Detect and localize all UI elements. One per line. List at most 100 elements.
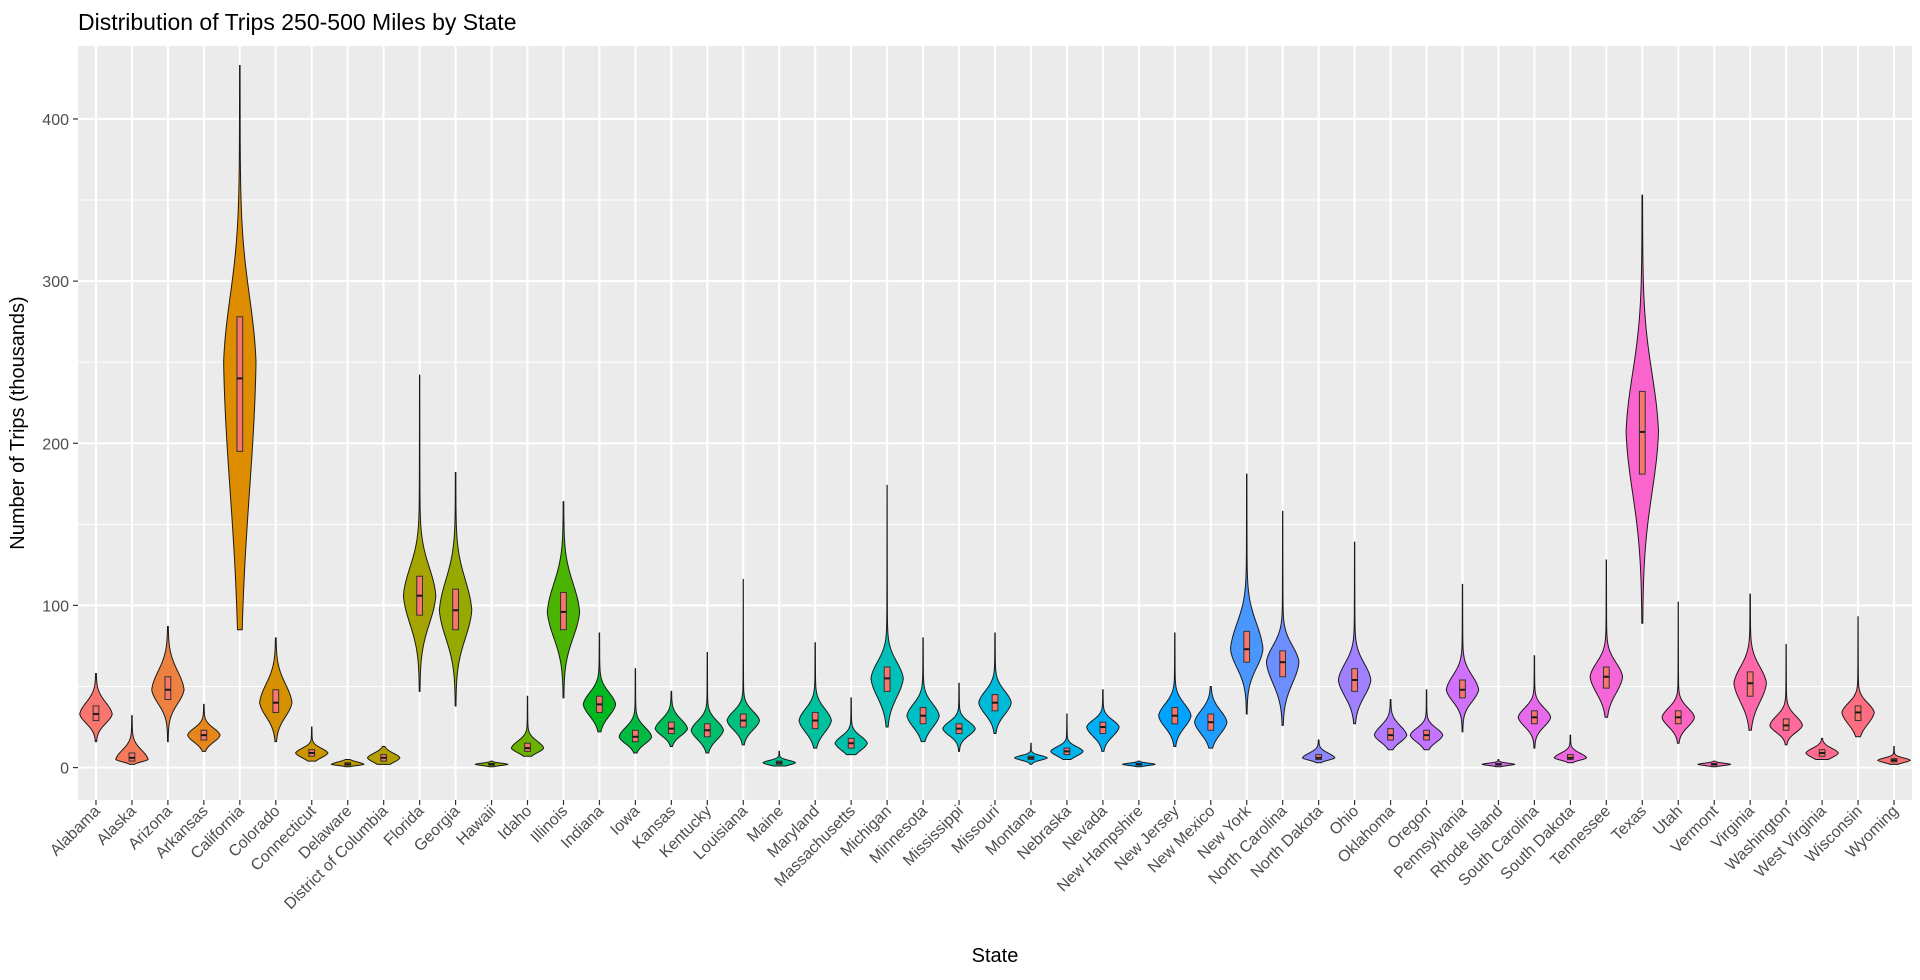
- y-axis: 0 100 200 300 400: [42, 112, 78, 778]
- violin-oklahoma: [1373, 698, 1408, 751]
- violin-south-carolina: [1517, 655, 1552, 749]
- violin-north-carolina: [1265, 510, 1300, 726]
- violin-new-mexico: [1194, 685, 1228, 749]
- violin-maryland: [798, 642, 832, 749]
- violin-florida: [402, 374, 437, 692]
- violin-body: [762, 750, 797, 767]
- violin-body: [726, 578, 760, 746]
- y-tick-label: 300: [42, 274, 69, 291]
- violin-nevada: [1086, 689, 1120, 752]
- violin-illinois: [546, 501, 581, 699]
- violin-body: [906, 637, 940, 743]
- violin-body: [834, 697, 868, 756]
- y-tick-label: 200: [42, 436, 69, 453]
- violin-massachusetts: [834, 697, 868, 756]
- violin-louisiana: [726, 578, 760, 746]
- violin-rhode-island: [1481, 758, 1516, 768]
- y-axis-title: Number of Trips (thousands): [7, 296, 29, 549]
- violin-virginia: [1733, 593, 1767, 731]
- violin-new-jersey: [1158, 632, 1192, 747]
- violin-washington: [1769, 643, 1803, 746]
- violin-body: [115, 715, 149, 765]
- violin-body: [1265, 510, 1300, 726]
- violin-vermont: [1697, 760, 1732, 768]
- violin-arizona: [151, 626, 185, 743]
- violin-maine: [762, 750, 797, 767]
- violin-body: [1014, 742, 1048, 765]
- violin-body: [1373, 698, 1408, 751]
- violin-body: [402, 374, 437, 692]
- violin-body: [654, 690, 689, 747]
- violin-montana: [1014, 742, 1048, 765]
- violin-body: [187, 703, 221, 752]
- violin-indiana: [582, 632, 617, 733]
- violin-body: [870, 484, 904, 728]
- y-tick-label: 100: [42, 598, 69, 615]
- violin-missouri: [978, 632, 1012, 735]
- violin-body: [1553, 734, 1588, 764]
- violin-district-of-columbia: [366, 745, 401, 765]
- violin-body: [978, 632, 1012, 735]
- violin-body: [1517, 655, 1552, 749]
- violin-oregon: [1409, 689, 1444, 751]
- violin-body: [942, 682, 976, 752]
- boxplot-box: [236, 316, 244, 452]
- violin-wyoming: [1877, 745, 1911, 765]
- boxplot-box: [1279, 650, 1287, 678]
- boxplot-box: [272, 689, 280, 713]
- violin-alabama: [79, 673, 113, 743]
- violin-new-york: [1230, 473, 1264, 715]
- violin-minnesota: [906, 637, 940, 743]
- violin-body: [1230, 473, 1264, 715]
- violin-wisconsin: [1841, 616, 1875, 738]
- violin-body: [1445, 583, 1480, 733]
- violin-connecticut: [294, 726, 329, 762]
- violin-pennsylvania: [1445, 583, 1480, 733]
- violin-body: [1733, 593, 1767, 731]
- violin-body: [1661, 601, 1695, 744]
- violin-texas: [1625, 194, 1659, 624]
- violin-hawaii: [474, 760, 509, 768]
- violin-body: [510, 695, 545, 757]
- violin-body: [1769, 643, 1803, 746]
- violin-kansas: [654, 690, 689, 747]
- violin-body: [618, 668, 653, 754]
- violin-colorado: [259, 637, 293, 743]
- violin-tennessee: [1589, 559, 1624, 718]
- violin-mississippi: [942, 682, 976, 752]
- y-tick-label: 400: [42, 112, 69, 129]
- violin-california: [223, 64, 257, 631]
- violin-idaho: [510, 695, 545, 757]
- violin-body: [1158, 632, 1192, 747]
- violin-body: [1589, 559, 1624, 718]
- violin-body: [798, 642, 832, 749]
- violin-arkansas: [187, 703, 221, 752]
- violin-new-hampshire: [1121, 760, 1156, 768]
- violin-alaska: [115, 715, 149, 765]
- violin-iowa: [618, 668, 653, 754]
- violin-body: [1301, 739, 1336, 764]
- violin-body: [294, 726, 329, 762]
- violin-body: [1409, 689, 1444, 751]
- violin-body: [1841, 616, 1875, 738]
- violin-body: [1805, 737, 1839, 760]
- violin-michigan: [870, 484, 904, 728]
- y-tick-label: 0: [60, 761, 69, 778]
- violins: [79, 64, 1911, 768]
- violin-body: [1877, 745, 1911, 765]
- violin-utah: [1661, 601, 1695, 744]
- boxplot-box: [1243, 630, 1251, 663]
- chart-title: Distribution of Trips 250-500 Miles by S…: [78, 9, 516, 35]
- x-axis-title: State: [972, 945, 1019, 967]
- violin-north-dakota: [1301, 739, 1336, 764]
- violin-body: [1050, 713, 1084, 760]
- violin-nebraska: [1050, 713, 1084, 760]
- violin-kentucky: [690, 651, 725, 754]
- violin-south-dakota: [1553, 734, 1588, 764]
- violin-body: [582, 632, 617, 733]
- violin-georgia: [438, 471, 473, 707]
- violin-body: [1086, 689, 1120, 752]
- boxplot-box: [164, 676, 172, 700]
